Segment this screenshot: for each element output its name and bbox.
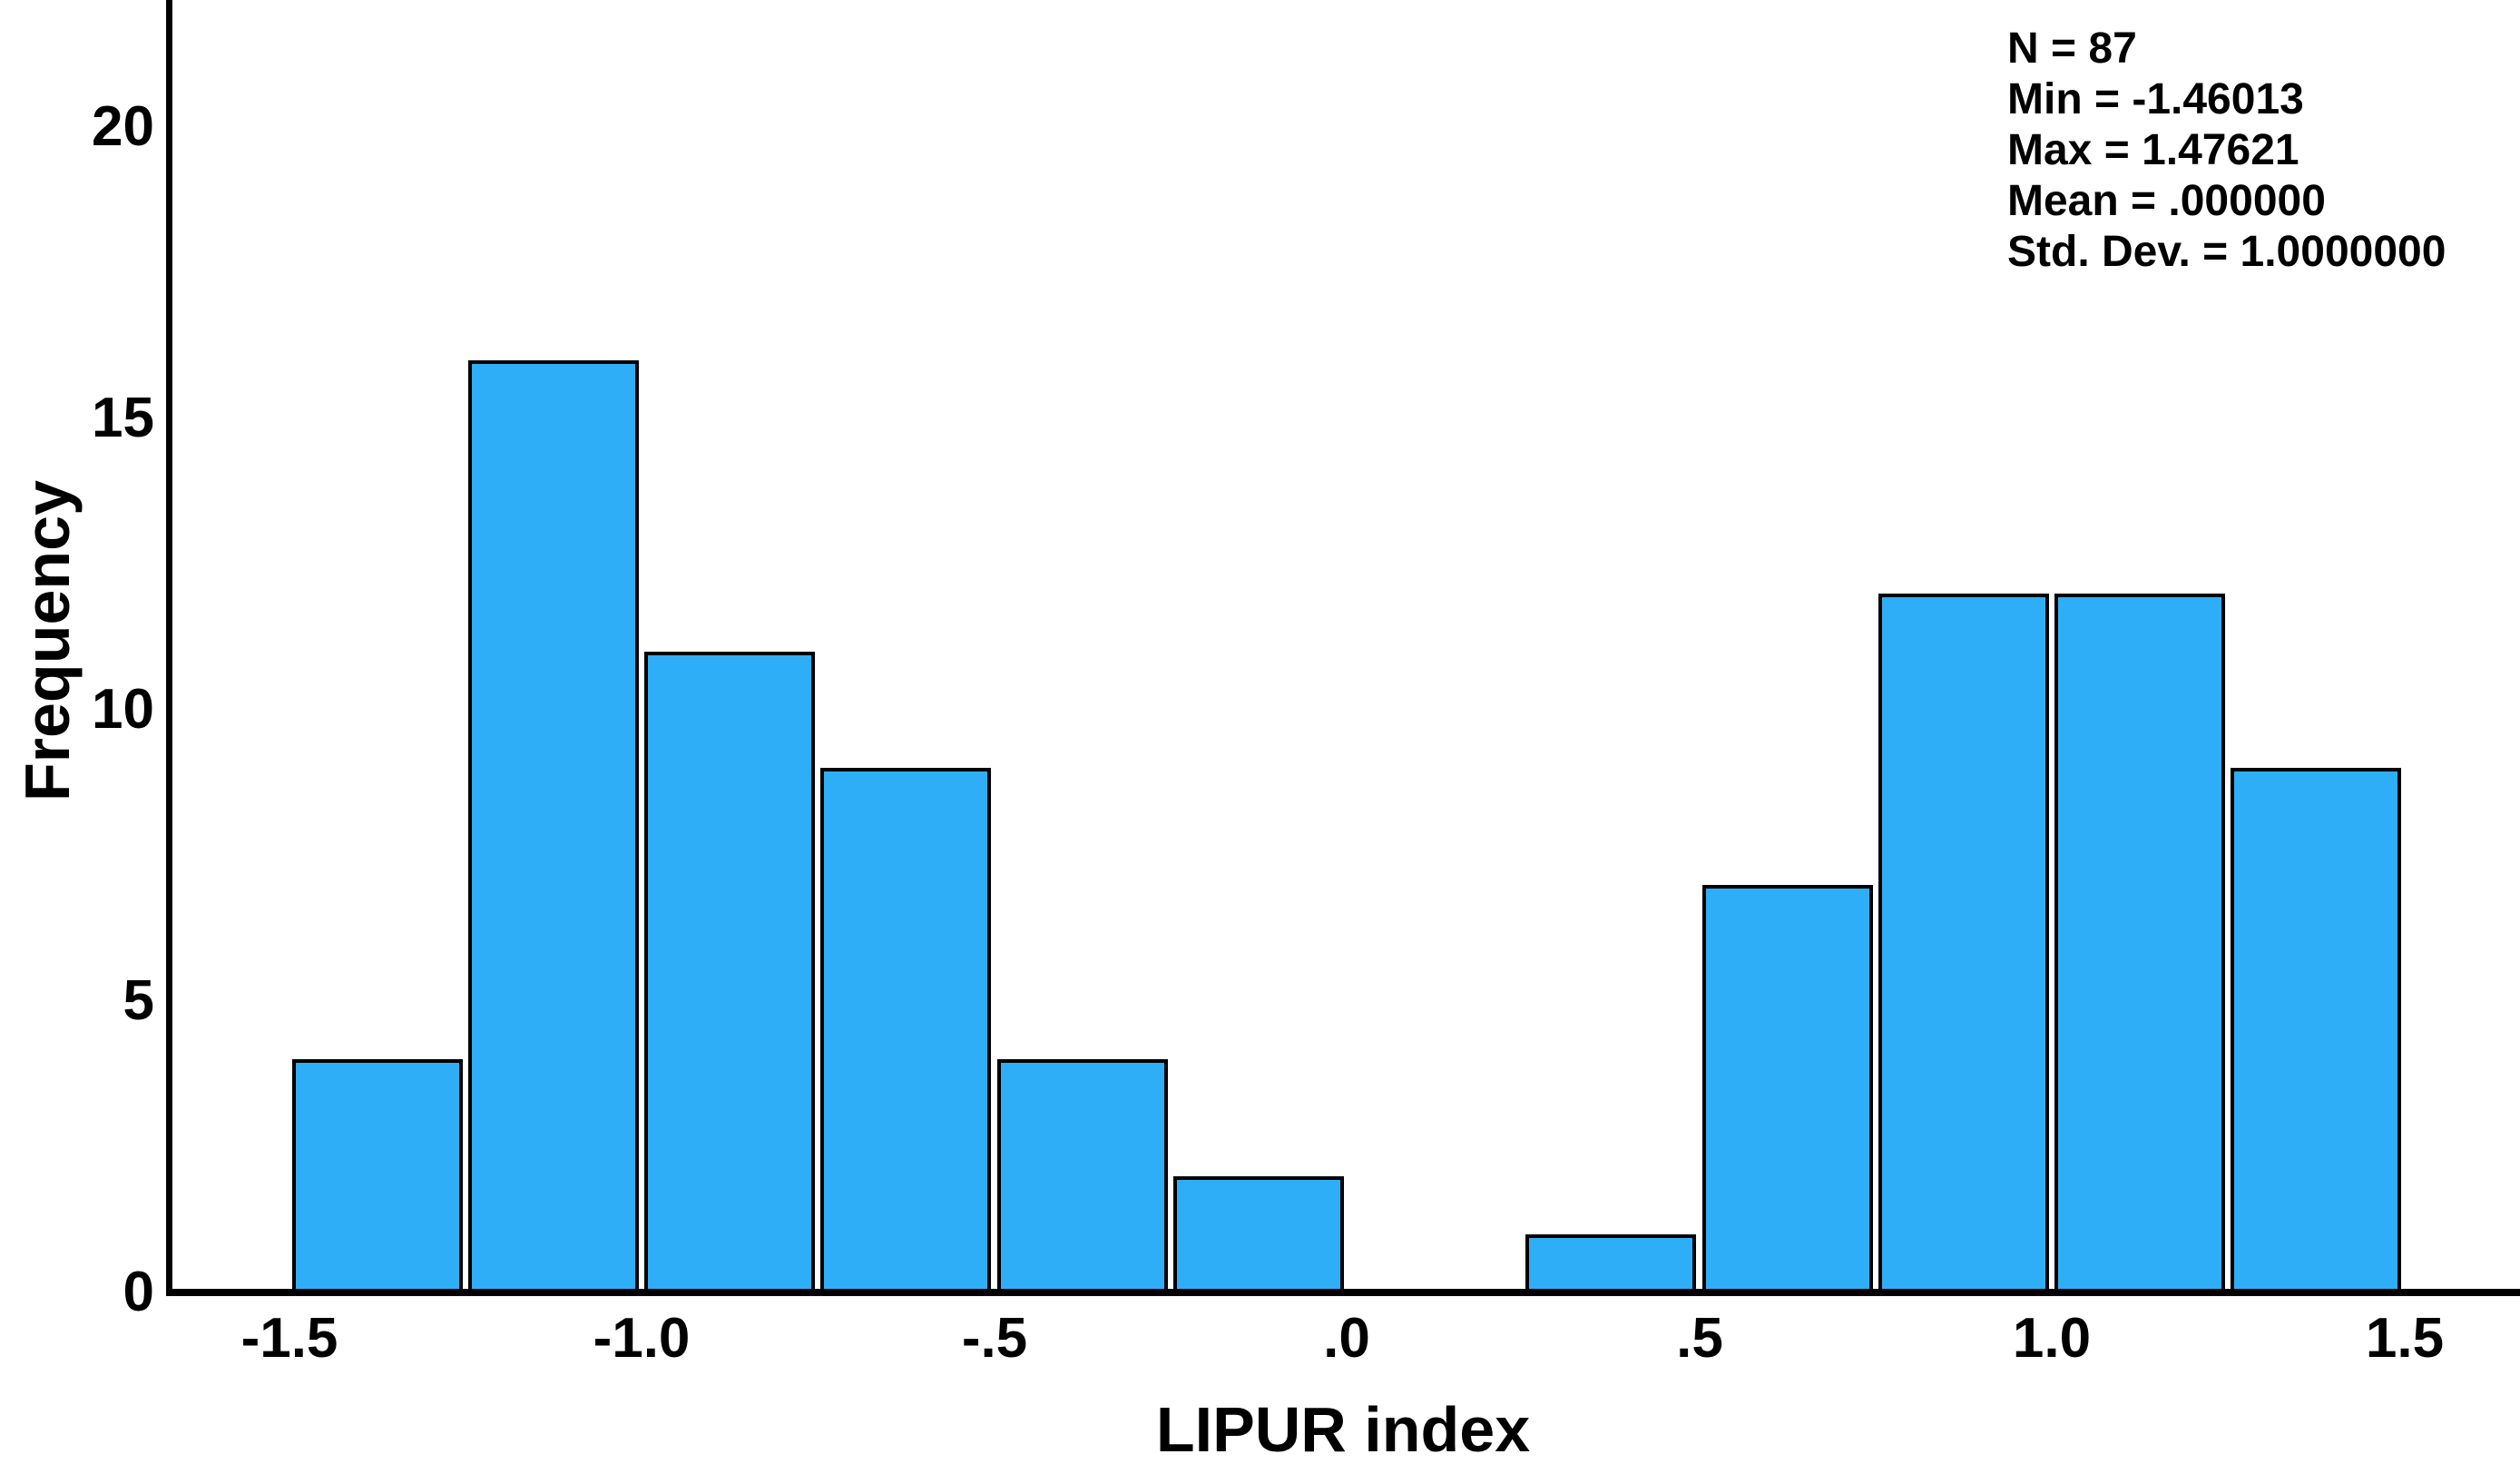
stat-line: Max = 1.47621 <box>2007 126 2299 174</box>
histogram-bar <box>2231 768 2401 1292</box>
histogram-bar <box>468 360 639 1292</box>
histogram-bar <box>1525 1234 1696 1292</box>
x-tick-label: -1.0 <box>593 1307 691 1370</box>
histogram-bar <box>997 1059 1168 1292</box>
histogram-bar <box>1173 1176 1344 1292</box>
y-axis-title: Frequency <box>12 480 83 801</box>
y-tick-label: 5 <box>123 969 154 1032</box>
y-tick-label: 15 <box>92 387 154 449</box>
histogram-bar <box>2054 594 2225 1292</box>
histogram-bar <box>292 1059 463 1292</box>
stat-line: Mean = .000000 <box>2007 177 2326 225</box>
stat-line: N = 87 <box>2007 25 2137 73</box>
stat-line: Min = -1.46013 <box>2007 75 2304 123</box>
y-tick-label: 0 <box>123 1261 154 1323</box>
y-tick-label: 20 <box>92 95 154 158</box>
histogram-bar <box>1878 594 2049 1292</box>
x-tick-label: -.5 <box>961 1307 1028 1370</box>
stats-annotation: N = 87 Min = -1.46013 Max = 1.47621 Mean = … <box>2007 24 2446 278</box>
histogram-bar <box>644 652 815 1292</box>
histogram-bar <box>820 768 991 1292</box>
histogram-bar <box>1702 885 1873 1292</box>
x-tick-label: -1.5 <box>240 1307 338 1370</box>
y-axis-line <box>166 0 172 1296</box>
x-tick-label: .5 <box>1676 1307 1723 1370</box>
stat-line: Std. Dev. = 1.0000000 <box>2007 228 2446 276</box>
x-axis-line <box>166 1289 2520 1296</box>
x-tick-label: 1.0 <box>2012 1307 2092 1370</box>
x-tick-label: 1.5 <box>2365 1307 2445 1370</box>
x-axis-title: LIPUR index <box>1155 1394 1531 1464</box>
x-tick-label: .0 <box>1323 1307 1370 1370</box>
y-tick-label: 10 <box>92 678 154 741</box>
